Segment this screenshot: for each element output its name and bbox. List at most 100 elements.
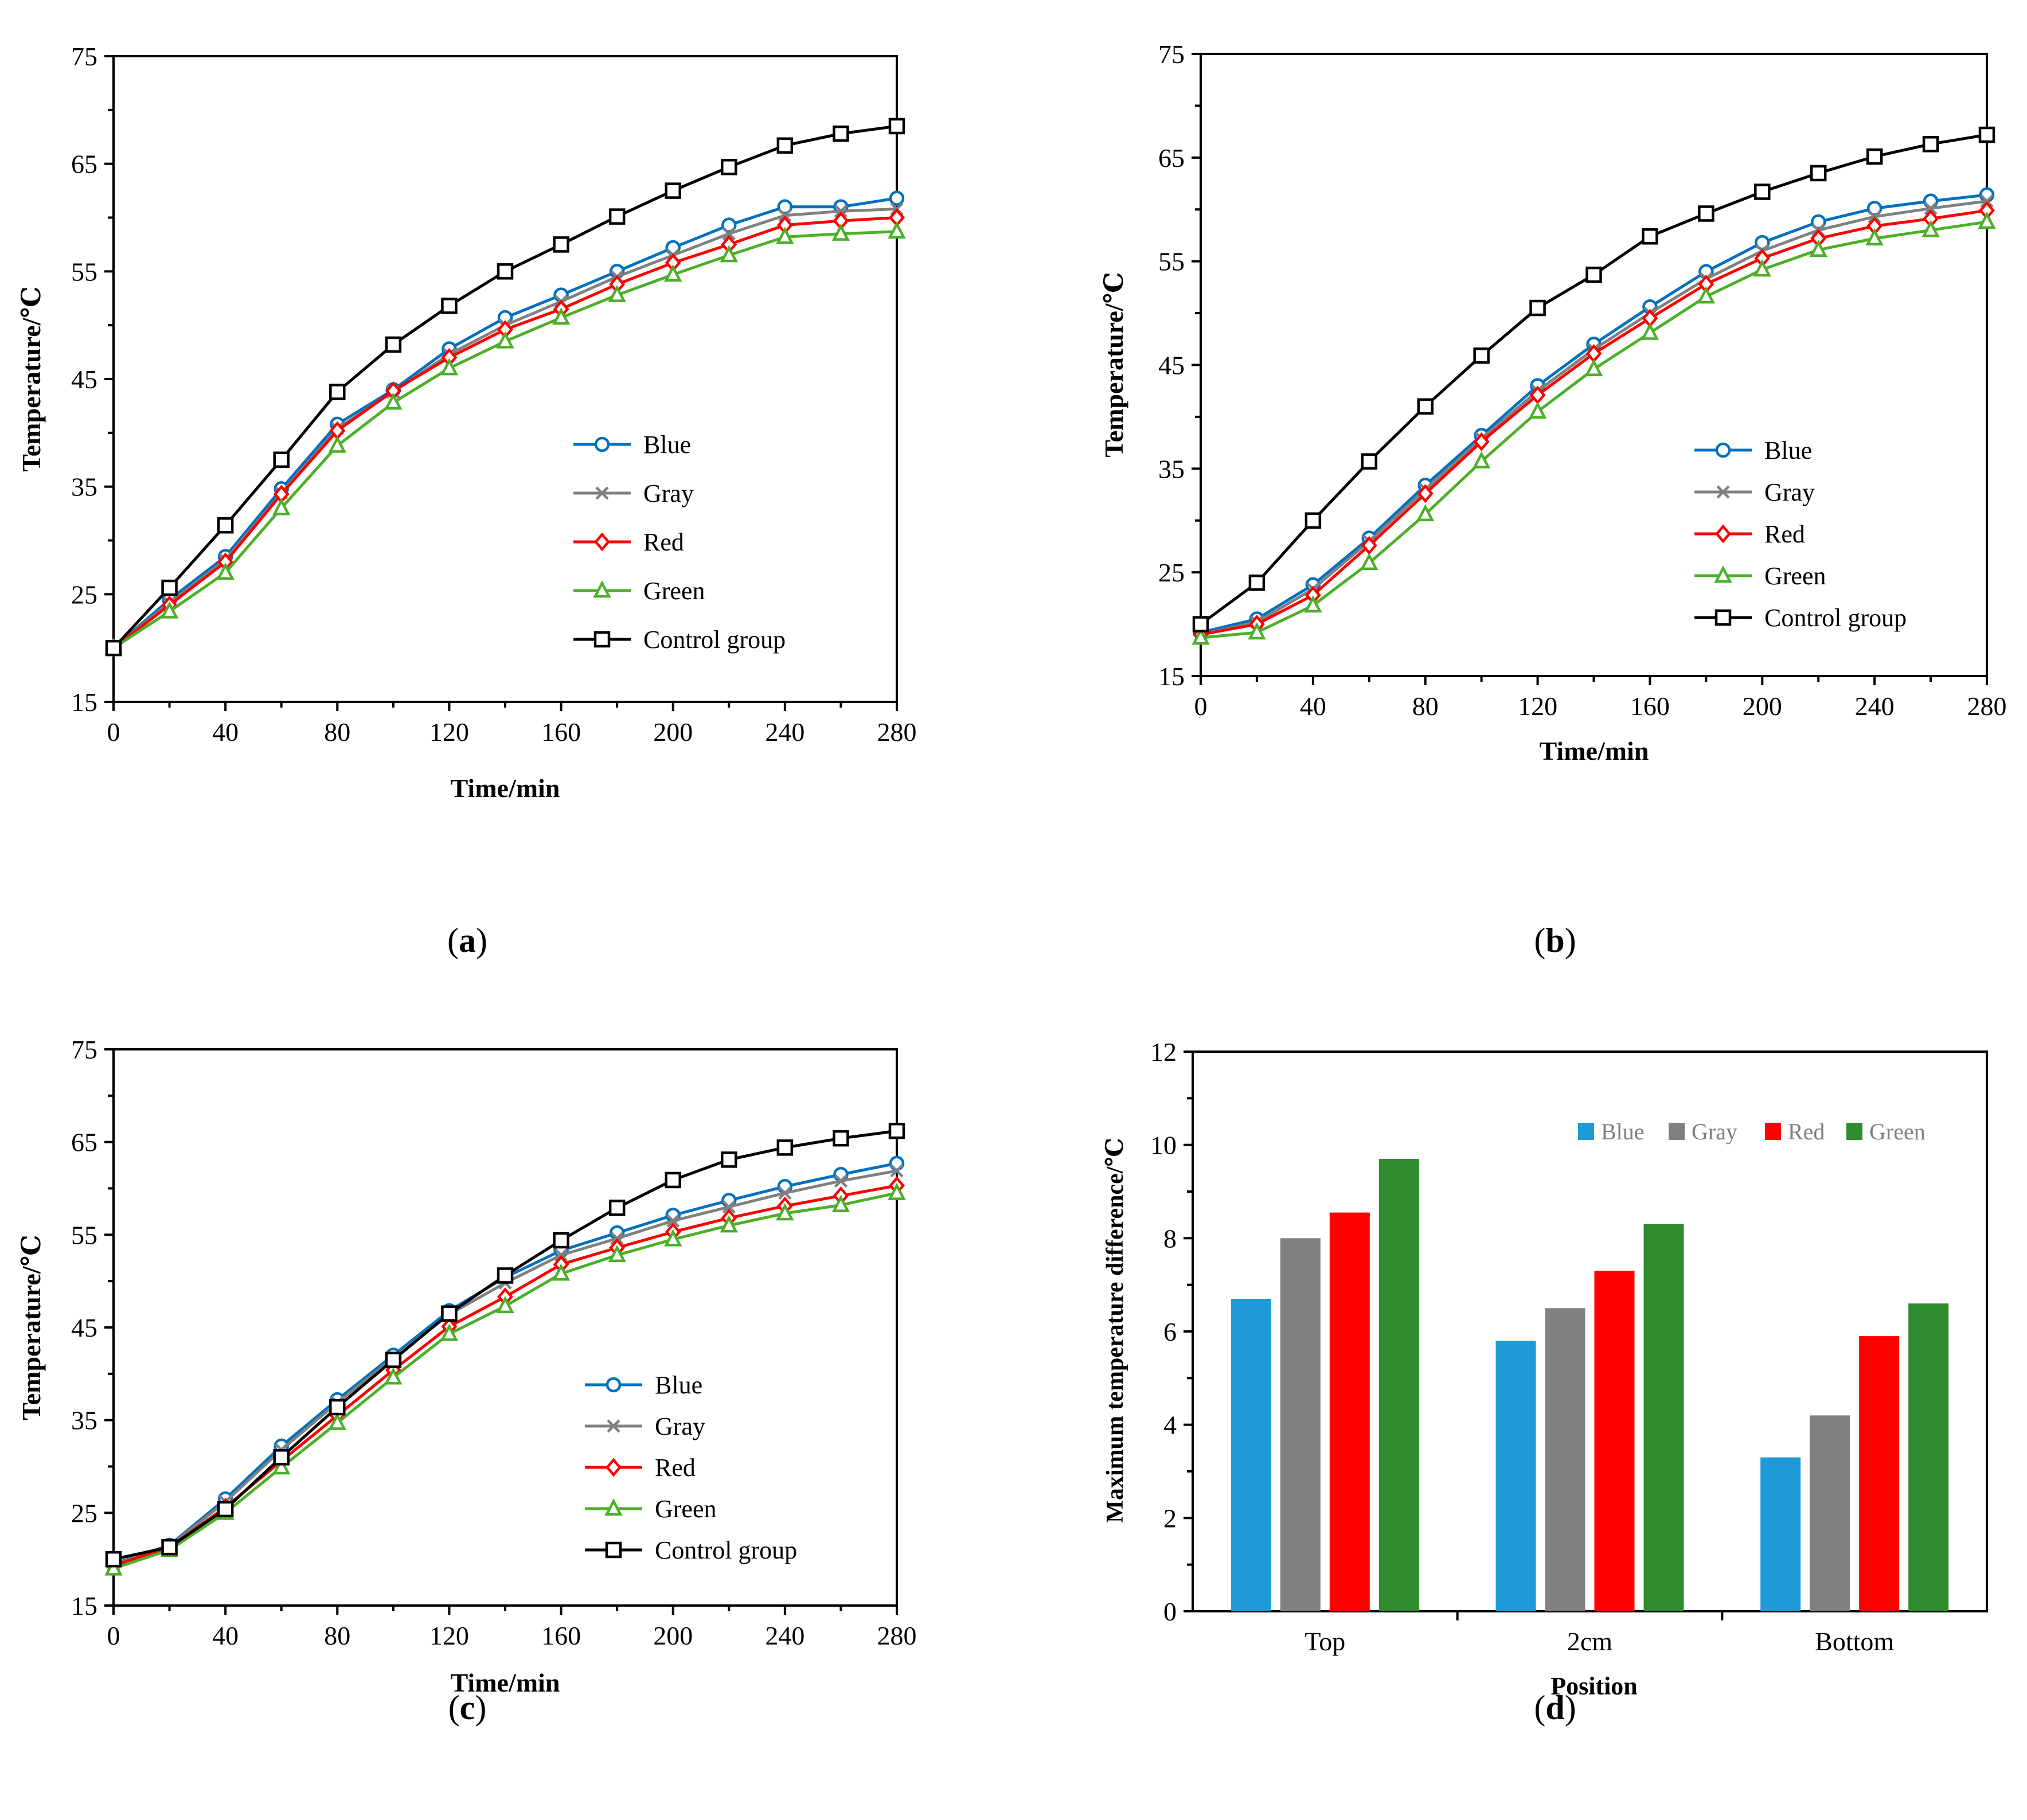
bar-red [1329, 1212, 1370, 1611]
y-tick-label: 15 [1158, 662, 1185, 691]
data-point-green [1641, 322, 1659, 340]
legend-label-red: Red [643, 528, 684, 556]
y-tick-label: 45 [71, 1313, 97, 1342]
data-point-blue [721, 217, 737, 233]
data-point-green [776, 1203, 794, 1221]
data-point-control-group [665, 182, 681, 199]
data-point-control-group [217, 1501, 234, 1518]
data-point-control-group [161, 1538, 178, 1556]
y-tick-label: 15 [71, 1591, 97, 1620]
data-point-gray [722, 227, 736, 241]
data-point-control-group [1978, 126, 1995, 143]
legend-label-control-group: Control group [643, 626, 786, 654]
data-point-green [1978, 212, 1996, 229]
series-gray [1280, 1238, 1850, 1611]
x-axis-label: Time/min [451, 1668, 560, 1697]
legend: Blue Gray Red Green [1578, 1119, 1926, 1145]
data-point-control-group [1305, 512, 1322, 529]
y-tick-label: 75 [71, 42, 97, 71]
y-tick-label: 25 [71, 580, 97, 609]
x-tick-label: 0 [107, 717, 120, 747]
plot-frame [112, 1048, 898, 1607]
legend-label-blue: Blue [643, 431, 691, 459]
caption-letter: c [460, 1689, 475, 1727]
panel-caption: (a) [447, 921, 487, 959]
data-point-control-group [608, 1200, 626, 1216]
legend-label-blue: Blue [655, 1371, 702, 1399]
data-point-green [384, 1367, 403, 1385]
legend-label-gray: Gray [655, 1412, 705, 1440]
data-point-green [496, 331, 514, 349]
legend-label-blue: Blue [1601, 1119, 1645, 1145]
data-point-green [440, 358, 459, 376]
legend-label-gray: Gray [1692, 1119, 1737, 1145]
panel-d-chart: 0 2 4 6 8 10 12 Top 2cm Bottom Blue Gray Red Green Pos… [1102, 1037, 1988, 1727]
y-tick-label: 45 [1158, 351, 1185, 380]
series-control-group [1192, 126, 1995, 632]
data-point-blue [1810, 214, 1826, 230]
legend-marker-green [604, 1498, 623, 1516]
series-blue [1231, 1299, 1801, 1611]
legend-marker-gray [595, 486, 609, 500]
x-tick-label: 80 [1412, 692, 1439, 721]
bar-blue [1495, 1341, 1536, 1611]
panel-caption: (c) [448, 1689, 487, 1727]
data-point-control-group [888, 1123, 905, 1139]
data-point-green [272, 1457, 291, 1475]
data-point-green [888, 221, 906, 239]
data-point-green [552, 1263, 571, 1281]
legend-marker-green [593, 580, 611, 598]
data-point-control-group [105, 639, 122, 657]
data-point-gray [834, 1174, 848, 1188]
data-point-control-group [608, 208, 626, 225]
data-point-green [1865, 228, 1884, 246]
data-point-green [1192, 627, 1210, 645]
data-point-green [720, 245, 738, 263]
y-tick-label: 25 [1158, 558, 1185, 587]
y-tick-label: 10 [1150, 1131, 1177, 1160]
caption-open: ( [448, 1689, 460, 1727]
data-point-control-group [1361, 453, 1378, 470]
panel-caption: (b) [1534, 921, 1576, 959]
data-point-green [328, 1412, 346, 1430]
x-tick-label: 280 [877, 717, 917, 747]
x-tick-label: 40 [212, 717, 239, 747]
data-point-control-group [273, 451, 290, 468]
data-point-control-group [1473, 347, 1490, 364]
panel-caption: (d) [1534, 1689, 1576, 1727]
legend-swatch-red [1765, 1123, 1781, 1140]
data-point-control-group [1417, 398, 1434, 415]
data-point-green [552, 307, 571, 325]
y-tick-label: 2 [1163, 1503, 1177, 1533]
legend-label-green: Green [1764, 562, 1826, 590]
data-point-green [664, 264, 682, 282]
x-tick-label: 160 [541, 1621, 581, 1650]
x-tick-label: Top [1305, 1627, 1345, 1656]
legend-label-gray: Gray [1764, 478, 1815, 506]
series-green [1192, 212, 1996, 645]
x-tick-label: 160 [541, 717, 581, 747]
series-green [1378, 1159, 1949, 1611]
data-point-green [1416, 504, 1435, 522]
y-axis-label: Maximum temperature difference/℃ [1102, 1138, 1128, 1523]
y-tick-label: 35 [71, 1406, 97, 1435]
caption-letter: d [1545, 1689, 1564, 1727]
y-tick-label: 75 [71, 1035, 97, 1064]
caption-letter: b [1545, 921, 1564, 959]
legend-marker-blue [1715, 442, 1731, 458]
x-tick-label: 280 [1967, 692, 2007, 721]
series-line-blue [1200, 193, 1987, 634]
x-tick-label: 2cm [1567, 1627, 1612, 1656]
legend-marker-red [1715, 524, 1731, 544]
x-tick-label: 120 [429, 717, 469, 747]
series-red [1329, 1212, 1900, 1611]
legend-label-green: Green [655, 1495, 717, 1523]
data-point-control-group [105, 1550, 122, 1568]
y-tick-label: 55 [71, 257, 97, 286]
bar-gray [1545, 1308, 1585, 1611]
data-point-control-group [441, 1305, 458, 1322]
x-tick-label: 280 [877, 1621, 917, 1650]
series-blue [1193, 187, 1995, 640]
data-point-green [440, 1323, 459, 1341]
